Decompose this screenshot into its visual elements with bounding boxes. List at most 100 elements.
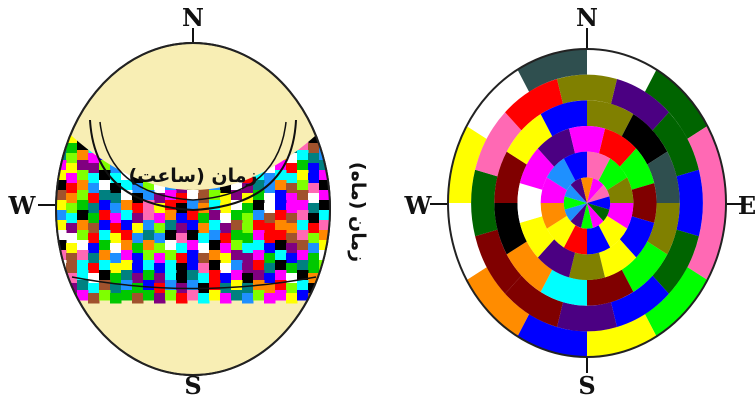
band-cell xyxy=(297,270,309,281)
band-cell xyxy=(308,223,320,234)
band-cell xyxy=(56,170,67,181)
band-cell xyxy=(110,193,122,204)
band-cell xyxy=(330,143,342,154)
band-cell xyxy=(209,250,221,261)
band-cell xyxy=(198,253,210,264)
polar-sector-wheel xyxy=(448,49,726,357)
band-cell xyxy=(143,200,155,211)
band-cell xyxy=(275,230,287,241)
band-cell xyxy=(132,223,144,234)
band-cell xyxy=(187,210,199,221)
band-cell xyxy=(198,273,210,284)
band-cell xyxy=(275,290,287,301)
band-cell xyxy=(286,153,298,164)
band-cell xyxy=(297,260,309,271)
wheel-sector xyxy=(466,267,530,337)
wheel-sector xyxy=(619,148,655,190)
band-cell xyxy=(253,260,265,271)
band-cell xyxy=(286,183,298,194)
band-cell xyxy=(220,223,232,234)
band-cell xyxy=(209,280,221,291)
band-cell xyxy=(264,283,276,294)
band-cell xyxy=(56,130,67,141)
wheel-sector xyxy=(610,79,669,131)
band-cell xyxy=(330,193,342,204)
band-cell xyxy=(264,183,276,194)
wheel-sector xyxy=(517,314,587,357)
band-cell xyxy=(165,260,177,271)
band-cell xyxy=(77,270,89,281)
band-cell xyxy=(165,220,177,231)
band-cell xyxy=(297,150,309,161)
band-cell xyxy=(275,280,287,291)
band-cell xyxy=(264,263,276,274)
wheel-sector xyxy=(607,177,634,203)
band-cell xyxy=(275,210,287,221)
wheel-sector xyxy=(581,203,593,229)
band-cell xyxy=(242,203,254,214)
band-cell xyxy=(121,270,133,281)
band-cell xyxy=(319,180,330,191)
inner-arc-inner xyxy=(99,121,287,201)
wheel-sector xyxy=(598,239,637,278)
wheel-sector xyxy=(519,216,555,258)
band-cell xyxy=(187,260,199,271)
band-cell xyxy=(77,240,89,251)
band-cell xyxy=(99,220,111,231)
band-cell xyxy=(319,230,330,241)
band-cell xyxy=(88,243,100,254)
wheel-sector xyxy=(607,203,634,229)
band-cell xyxy=(99,160,111,171)
band-cell xyxy=(264,253,276,264)
band-cell xyxy=(330,283,342,294)
band-cell xyxy=(231,260,243,271)
band-cell xyxy=(121,230,133,241)
wheel-sector xyxy=(587,178,604,203)
band-cell xyxy=(99,180,111,191)
band-cell xyxy=(297,230,309,241)
wheel-sector xyxy=(563,196,587,210)
band-cell xyxy=(154,253,166,264)
wheel-sector xyxy=(505,79,564,131)
sky-dome-outline xyxy=(55,42,331,376)
band-cell xyxy=(253,200,265,211)
band-cell xyxy=(165,270,177,281)
wheel-sector xyxy=(557,74,617,104)
band-cell xyxy=(154,183,166,194)
band-cell xyxy=(220,253,232,264)
band-cell xyxy=(286,233,298,244)
band-cell xyxy=(66,213,78,224)
band-cell xyxy=(110,203,122,214)
band-cell xyxy=(165,280,177,291)
band-cell xyxy=(275,170,287,181)
wheel-sector xyxy=(563,151,587,181)
wheel-sector xyxy=(587,269,634,306)
band-cell xyxy=(330,123,342,134)
wheel-sector xyxy=(475,112,522,177)
band-cell xyxy=(56,180,67,191)
band-cell xyxy=(286,213,298,224)
band-cell xyxy=(231,250,243,261)
wheel-sector xyxy=(587,49,657,92)
band-cell xyxy=(187,280,199,291)
horizon-arc xyxy=(71,276,317,290)
band-cell xyxy=(77,200,89,211)
band-cell xyxy=(242,293,254,304)
band-cell xyxy=(231,280,243,291)
band-cell xyxy=(143,240,155,251)
right-east-label: E xyxy=(738,191,755,220)
band-cell xyxy=(297,160,309,171)
band-cell xyxy=(56,290,67,301)
band-cell xyxy=(154,193,166,204)
band-cell xyxy=(220,263,232,274)
band-cell xyxy=(66,253,78,264)
band-cell xyxy=(253,230,265,241)
wheel-sector xyxy=(537,128,576,167)
band-cell xyxy=(154,293,166,304)
band-cell xyxy=(231,220,243,231)
band-cell xyxy=(88,213,100,224)
band-cell xyxy=(66,153,78,164)
band-cell xyxy=(220,193,232,204)
band-cell xyxy=(154,243,166,254)
band-cell xyxy=(132,263,144,274)
